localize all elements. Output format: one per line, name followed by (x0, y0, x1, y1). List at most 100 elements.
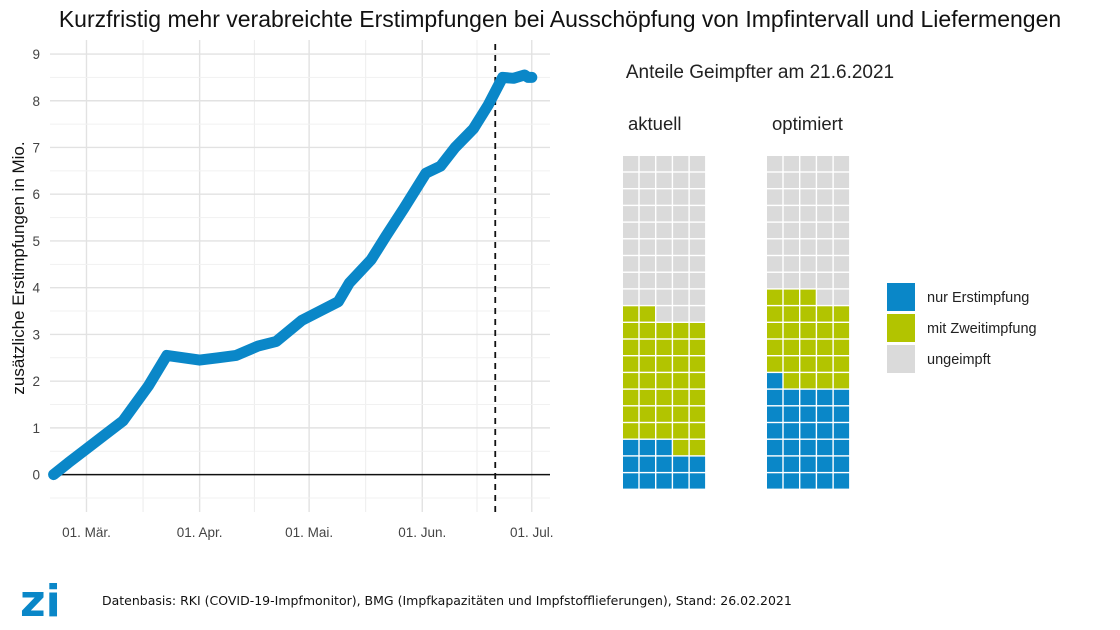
waffle-cell (800, 239, 816, 255)
waffle-cell (639, 356, 655, 372)
waffle-cell (689, 439, 706, 456)
waffle-cell (673, 239, 689, 255)
x-tick-label: 01. Apr. (177, 525, 223, 540)
waffle-cell (656, 206, 672, 222)
waffle-cell (767, 156, 783, 172)
waffle-cell (783, 339, 799, 355)
waffle-cell (623, 339, 639, 355)
waffle-cell (800, 272, 816, 289)
waffle-cell (800, 256, 816, 272)
waffle-cell (767, 389, 783, 406)
waffle-cell (833, 172, 850, 188)
waffle-cell (767, 206, 783, 222)
waffle-cell (800, 156, 816, 172)
legend-swatch (887, 283, 915, 311)
waffle-cell (623, 323, 639, 339)
waffle-cell (656, 339, 672, 355)
legend-label: nur Erstimpfung (927, 290, 1029, 306)
waffle-cell (800, 323, 816, 339)
waffle-cell (623, 239, 639, 255)
waffle-cell (656, 239, 672, 255)
waffle-cell (656, 222, 672, 239)
waffle-cell (639, 456, 655, 472)
waffle-cell (783, 306, 799, 322)
waffle-cell (800, 189, 816, 205)
waffle-cell (783, 156, 799, 172)
waffle-cell (767, 172, 783, 188)
waffle-cell (689, 473, 706, 489)
waffle-cell (673, 356, 689, 372)
waffle-cell (800, 206, 816, 222)
waffle-cell (639, 172, 655, 188)
waffle-cell (623, 189, 639, 205)
waffle-cell (783, 406, 799, 422)
waffle-cell (767, 373, 783, 389)
waffle-cell (639, 156, 655, 172)
waffle-cell (623, 406, 639, 422)
waffle-cell (817, 373, 833, 389)
waffle-cell (767, 423, 783, 439)
waffle-cell (639, 473, 655, 489)
legend-label: ungeimpft (927, 352, 991, 368)
waffle-cell (656, 306, 672, 322)
waffle-cell (623, 373, 639, 389)
waffle-cell (673, 323, 689, 339)
waffle-cell (623, 356, 639, 372)
y-tick-label: 2 (32, 374, 40, 389)
waffle-cell (639, 323, 655, 339)
waffle-cell (673, 439, 689, 456)
waffle-cell (639, 373, 655, 389)
waffle-cell (833, 156, 850, 172)
waffle-cell (800, 423, 816, 439)
waffle-cell (767, 306, 783, 322)
waffle-cell (800, 439, 816, 456)
waffle-cell (767, 239, 783, 255)
waffle-cell (656, 473, 672, 489)
y-axis-label: zusätzliche Erstimpfungen in Mio. (9, 141, 28, 394)
waffle-cell (767, 323, 783, 339)
waffle-cell (689, 172, 706, 188)
waffle-cell (783, 222, 799, 239)
waffle-cell (639, 339, 655, 355)
waffle-cell (767, 356, 783, 372)
waffle-cell (767, 272, 783, 289)
waffle-cell (689, 406, 706, 422)
waffle-cell (817, 439, 833, 456)
waffle-cell (833, 373, 850, 389)
waffle-cell (833, 189, 850, 205)
waffle-cell (673, 306, 689, 322)
waffle-cell (639, 439, 655, 456)
waffle-cell (800, 289, 816, 305)
waffle-cell (833, 306, 850, 322)
waffle-cell (783, 323, 799, 339)
y-tick-label: 8 (32, 94, 40, 109)
waffle-cell (656, 406, 672, 422)
waffle-cell (767, 473, 783, 489)
waffle-panel-label: aktuell (628, 113, 681, 134)
waffle-cell (800, 339, 816, 355)
waffle-cell (833, 289, 850, 305)
x-tick-label: 01. Jul. (510, 525, 554, 540)
waffle-cell (817, 323, 833, 339)
waffle-cell (673, 373, 689, 389)
x-tick-label: 01. Jun. (398, 525, 446, 540)
waffle-cell (817, 306, 833, 322)
waffle-cell (673, 289, 689, 305)
waffle-cell (623, 456, 639, 472)
waffle-cell (656, 373, 672, 389)
waffle-cell (689, 456, 706, 472)
waffle-cell (689, 156, 706, 172)
waffle-cell (833, 272, 850, 289)
waffle-cell (783, 206, 799, 222)
waffle-cell (767, 189, 783, 205)
waffle-cell (623, 256, 639, 272)
waffle-cell (639, 222, 655, 239)
waffle-cell (783, 423, 799, 439)
waffle-cell (783, 439, 799, 456)
waffle-cell (833, 239, 850, 255)
waffle-cell (800, 389, 816, 406)
y-tick-label: 4 (32, 281, 40, 296)
waffle-cell (656, 272, 672, 289)
waffle-cell (783, 289, 799, 305)
waffle-cell (783, 356, 799, 372)
